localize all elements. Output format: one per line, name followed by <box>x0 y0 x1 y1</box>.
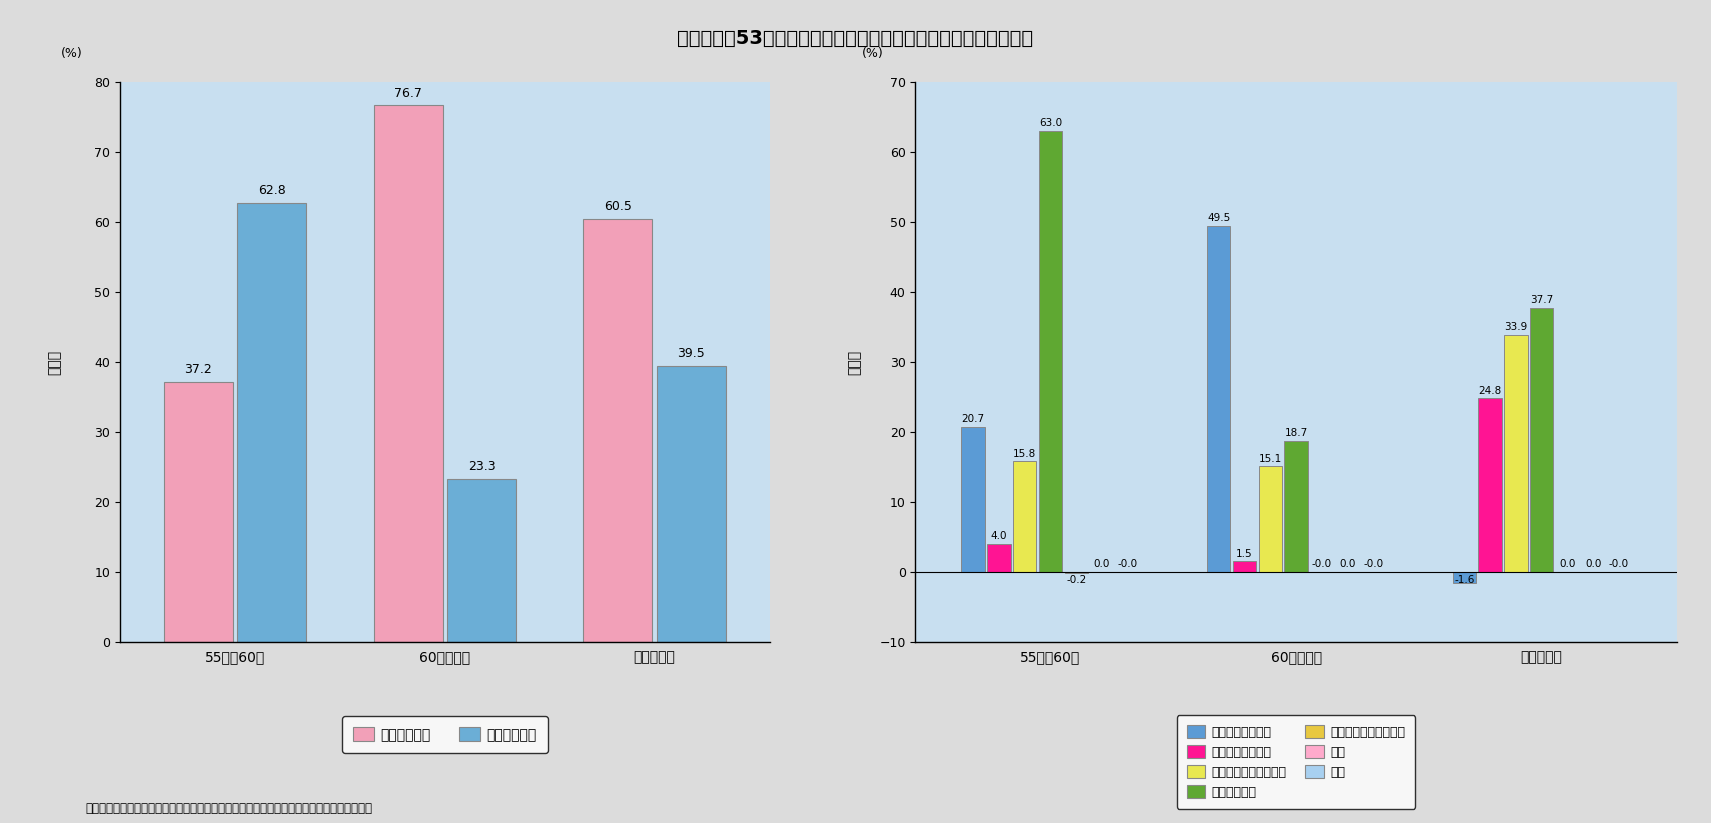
Bar <box>238 202 306 642</box>
Legend: 中間需要規模要因, 産業構造変化要因, 中間投入係数変化要因, 民間最終消費, 固定資本形成（民間）, 輸出, 輸入: 中間需要規模要因, 産業構造変化要因, 中間投入係数変化要因, 民間最終消費, … <box>1177 715 1415 808</box>
Text: 18.7: 18.7 <box>1285 428 1307 439</box>
Text: 24.8: 24.8 <box>1478 386 1502 396</box>
Bar <box>1206 226 1230 572</box>
Bar <box>1285 441 1307 572</box>
Bar <box>987 544 1011 572</box>
Text: 郵政省資料、産業連関表（総務庁）、産業連関表（延長表）　（通商産業省）等により作成: 郵政省資料、産業連関表（総務庁）、産業連関表（延長表） （通商産業省）等により作… <box>86 802 373 815</box>
Text: -0.0: -0.0 <box>1364 559 1384 570</box>
Text: (%): (%) <box>62 47 84 60</box>
Text: 33.9: 33.9 <box>1504 322 1528 332</box>
Text: -0.0: -0.0 <box>1117 559 1138 570</box>
Text: 0.0: 0.0 <box>1559 559 1576 570</box>
Text: 15.1: 15.1 <box>1259 453 1282 463</box>
Text: 第３－２－53図　国内電気通信業の国内生産額の成長の要因分解: 第３－２－53図 国内電気通信業の国内生産額の成長の要因分解 <box>678 29 1033 48</box>
Text: -1.6: -1.6 <box>1454 574 1475 585</box>
Text: 76.7: 76.7 <box>394 86 423 100</box>
Text: 37.2: 37.2 <box>185 363 212 376</box>
Text: (%): (%) <box>862 47 885 60</box>
Bar <box>1259 467 1282 572</box>
Text: 1.5: 1.5 <box>1235 549 1252 559</box>
Bar <box>447 479 517 642</box>
Text: 39.5: 39.5 <box>678 347 705 360</box>
Text: 0.0: 0.0 <box>1093 559 1110 570</box>
Text: 60.5: 60.5 <box>604 200 631 213</box>
Bar <box>1504 335 1528 572</box>
Text: 23.3: 23.3 <box>467 460 496 473</box>
Text: 37.7: 37.7 <box>1530 295 1554 305</box>
Text: 寄与率: 寄与率 <box>847 350 861 374</box>
Text: 20.7: 20.7 <box>962 414 984 425</box>
Text: -0.0: -0.0 <box>1608 559 1629 570</box>
Bar <box>1234 561 1256 572</box>
Text: 0.0: 0.0 <box>1340 559 1355 570</box>
Bar <box>373 105 443 642</box>
Bar <box>1478 398 1502 572</box>
Bar <box>583 219 652 642</box>
Text: -0.2: -0.2 <box>1066 574 1086 585</box>
Bar <box>657 365 725 642</box>
Bar <box>962 427 986 572</box>
Text: 63.0: 63.0 <box>1039 119 1063 128</box>
Bar <box>164 382 233 642</box>
Text: 15.8: 15.8 <box>1013 449 1037 458</box>
Bar <box>1064 572 1088 574</box>
Text: 49.5: 49.5 <box>1206 213 1230 223</box>
Bar <box>1530 309 1554 572</box>
Bar <box>1453 572 1477 584</box>
Text: 4.0: 4.0 <box>991 531 1008 542</box>
Bar <box>1013 462 1037 572</box>
Text: 寄与率: 寄与率 <box>48 350 62 374</box>
Text: -0.0: -0.0 <box>1312 559 1331 570</box>
Bar <box>1039 131 1063 572</box>
Legend: 中間需要要因, 最終需要要因: 中間需要要因, 最終需要要因 <box>342 716 548 753</box>
Text: 0.0: 0.0 <box>1584 559 1601 570</box>
Text: 62.8: 62.8 <box>258 184 286 197</box>
